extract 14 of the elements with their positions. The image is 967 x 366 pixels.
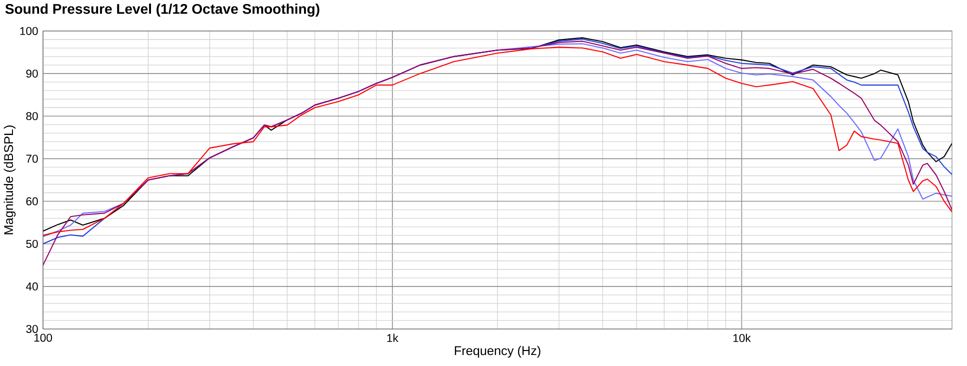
x-tick-label: 1k xyxy=(387,334,398,342)
y-tick-label: 50 xyxy=(26,240,38,248)
y-tick-label: 30 xyxy=(26,324,38,333)
y-tick-label: 100 xyxy=(20,26,38,36)
y-tick-label: 40 xyxy=(26,282,38,290)
chart-title: Sound Pressure Level (1/12 Octave Smoothing) xyxy=(5,4,320,17)
y-tick-label: 60 xyxy=(26,197,38,206)
x-tick-label: 100 xyxy=(34,334,52,342)
y-axis-title: Magnitude (dBSPL) xyxy=(4,126,16,234)
y-tick-label: 70 xyxy=(26,154,38,163)
y-tick-label: 90 xyxy=(26,70,38,78)
x-tick-label: 10k xyxy=(733,334,751,342)
x-axis-title: Frequency (Hz) xyxy=(454,346,540,358)
y-tick-label: 80 xyxy=(26,112,38,120)
